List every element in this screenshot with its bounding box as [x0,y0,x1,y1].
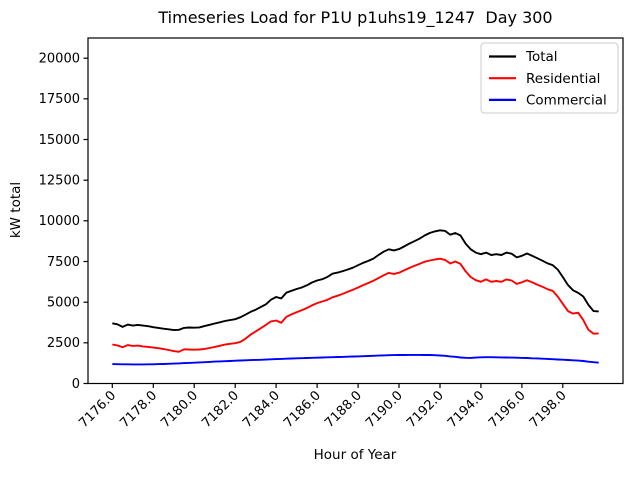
legend-label: Total [525,49,558,65]
legend-label: Residential [526,71,600,87]
y-tick-label: 7500 [47,255,80,270]
x-tick-label: 7190.0 [363,388,406,431]
series-line-total [112,229,599,332]
x-tick-label: 7182.0 [199,388,242,431]
x-tick-label: 7188.0 [322,388,365,431]
x-tick-label: 7176.0 [76,388,119,431]
x-tick-label: 7186.0 [281,388,324,431]
x-axis-label: Hour of Year [313,447,397,463]
x-tick-label: 7180.0 [158,388,201,431]
y-tick-label: 5000 [47,296,80,311]
x-tick-label: 7198.0 [527,388,570,431]
y-tick-label: 15000 [39,133,80,148]
x-tick-label: 7184.0 [240,388,283,431]
chart-title: Timeseries Load for P1U p1uhs19_1247 Day… [158,8,553,27]
legend-label: Commercial [526,92,607,108]
y-tick-label: 12500 [39,174,80,189]
y-tick-label: 0 [72,377,80,392]
series-line-commercial [112,353,599,366]
series-line-residential [112,257,599,353]
y-tick-label: 10000 [39,214,80,229]
y-tick-label: 20000 [39,52,80,67]
axis-frame [87,37,624,385]
legend-box [480,42,619,114]
x-tick-label: 7194.0 [445,388,488,431]
y-tick-label: 2500 [47,336,80,351]
x-tick-label: 7196.0 [486,388,529,431]
legend: Total Residential Commercial [480,42,619,114]
x-tick-label: 7192.0 [404,388,447,431]
y-axis-label: kW total [8,181,24,239]
x-tick-label: 7178.0 [117,388,160,431]
y-tick-label: 17500 [39,92,80,107]
